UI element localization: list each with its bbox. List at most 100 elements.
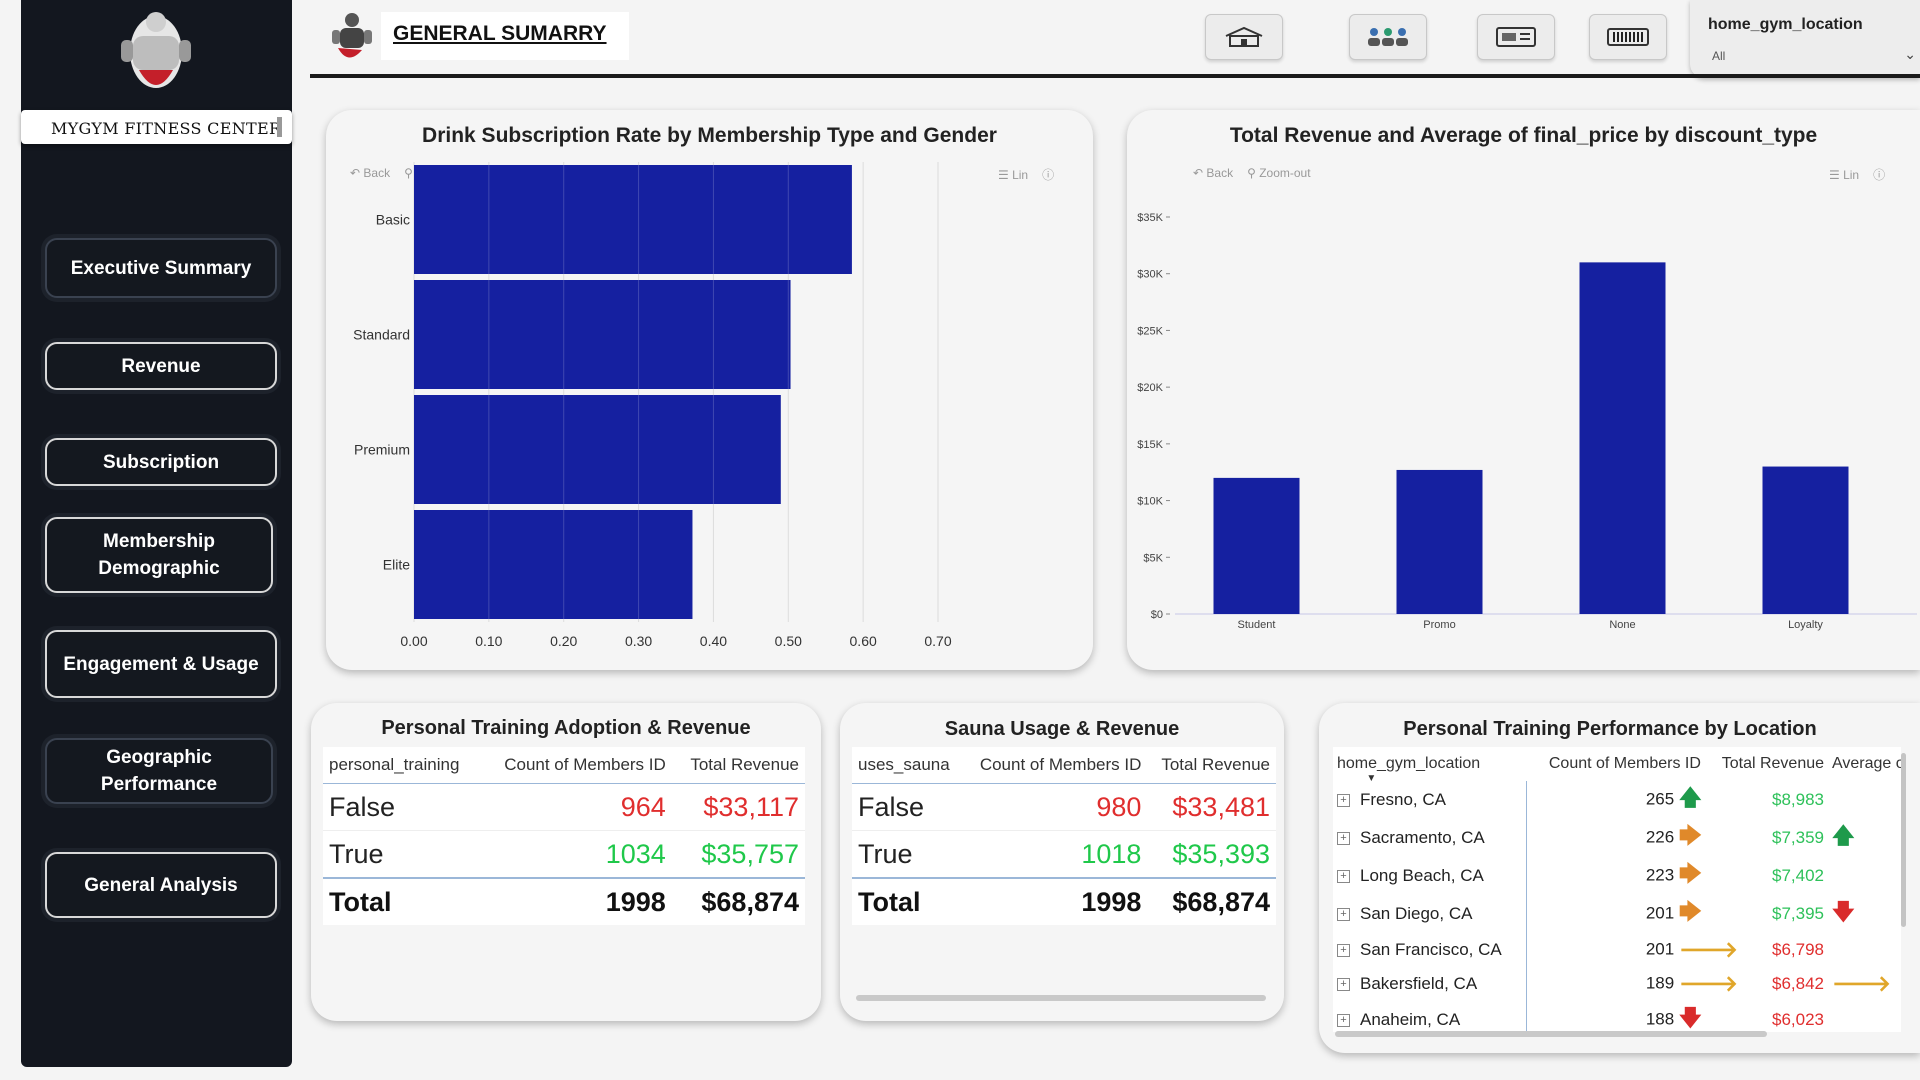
table-row[interactable]: + Sacramento, CA 226 🡆 $7,359 🡅 bbox=[1333, 819, 1901, 857]
bar-elite[interactable] bbox=[414, 510, 692, 619]
revenue-value: $33,481 bbox=[1147, 784, 1276, 831]
expand-icon[interactable]: + bbox=[1337, 1014, 1350, 1027]
table-row[interactable]: + Anaheim, CA 188 🡇 $6,023 🡍 bbox=[1333, 1001, 1901, 1032]
y-tick-label: $10K bbox=[1137, 496, 1163, 508]
location-cell: + Bakersfield, CA bbox=[1333, 967, 1526, 1001]
table-title: Personal Training Adoption & Revenue bbox=[311, 717, 821, 740]
revenue-value: $33,117 bbox=[672, 784, 805, 831]
member-count: 1018 bbox=[962, 831, 1147, 879]
member-count: 964 bbox=[480, 784, 672, 831]
trend-right-icon: 🡆 bbox=[1679, 857, 1701, 895]
nav-label: Membership Demographic bbox=[85, 528, 233, 582]
table-row: False 964 $33,117 bbox=[323, 784, 805, 831]
members-button[interactable] bbox=[1349, 14, 1427, 60]
chevron-down-icon[interactable]: ⌄ bbox=[1904, 46, 1916, 63]
location-name: San Diego, CA bbox=[1360, 904, 1472, 923]
col-header[interactable]: Count of Members ID bbox=[480, 747, 672, 784]
table-row[interactable]: + Bakersfield, CA 189 🡒 $6,842 🡒 bbox=[1333, 967, 1901, 1001]
header-divider bbox=[310, 74, 1920, 78]
table-row[interactable]: + Fresno, CA 265 🡅 $8,983 🡍 bbox=[1333, 781, 1901, 819]
bar-none[interactable] bbox=[1580, 262, 1666, 614]
drink-subscription-card: Drink Subscription Rate by Membership Ty… bbox=[326, 110, 1093, 670]
col-header[interactable]: uses_sauna bbox=[852, 747, 962, 784]
nav-general-analysis[interactable]: General Analysis bbox=[45, 852, 277, 918]
location-name: San Francisco, CA bbox=[1360, 940, 1502, 959]
vertical-scrollbar[interactable] bbox=[1901, 753, 1906, 927]
col-header[interactable]: Count of Members ID ▼ bbox=[1526, 747, 1705, 781]
slicer-value[interactable]: All bbox=[1712, 49, 1725, 63]
brand-box: MYGYM FITNESS CENTER bbox=[21, 110, 292, 144]
nav-revenue[interactable]: Revenue bbox=[45, 342, 277, 390]
expand-icon[interactable]: + bbox=[1337, 908, 1350, 921]
nav-geographic-performance[interactable]: Geographic Performance bbox=[45, 738, 273, 804]
avg-cell: 🡅 bbox=[1828, 819, 1901, 857]
col-header[interactable]: Total Revenue bbox=[1705, 747, 1828, 781]
trend-up-icon: 🡅 bbox=[1832, 819, 1854, 857]
trend-down-right-icon: 🡒 bbox=[1679, 971, 1701, 997]
people-icon bbox=[1364, 25, 1412, 49]
table-row[interactable]: + San Diego, CA 201 🡆 $7,395 🡇 bbox=[1333, 895, 1901, 933]
revenue-value: $35,757 bbox=[672, 831, 805, 879]
member-count: 201 bbox=[1646, 939, 1674, 958]
nav-label: Subscription bbox=[103, 449, 219, 476]
bar-premium[interactable] bbox=[414, 395, 781, 504]
location-cell: + Fresno, CA bbox=[1333, 781, 1526, 819]
x-tick-label: 0.10 bbox=[475, 633, 502, 649]
col-header[interactable]: personal_training bbox=[323, 747, 480, 784]
bar-promo[interactable] bbox=[1397, 470, 1483, 614]
table-row[interactable]: + San Francisco, CA 201 🡒 $6,798 🡍 bbox=[1333, 933, 1901, 967]
trend-up-right-icon: 🡍 bbox=[1832, 787, 1854, 813]
bar-loyalty[interactable] bbox=[1763, 467, 1849, 614]
x-tick-label: 0.20 bbox=[550, 633, 577, 649]
horizontal-scrollbar[interactable] bbox=[1335, 1031, 1767, 1037]
col-header[interactable]: Count of Members ID bbox=[962, 747, 1147, 784]
col-header[interactable]: home_gym_location bbox=[1333, 747, 1526, 781]
sauna-usage-card: Sauna Usage & Revenue uses_sauna Count o… bbox=[840, 703, 1284, 1021]
horizontal-scrollbar[interactable] bbox=[856, 995, 1266, 1001]
nav-membership-demographic[interactable]: Membership Demographic bbox=[45, 517, 273, 593]
avg-cell: 🡒 bbox=[1828, 967, 1901, 1001]
table-header: uses_sauna Count of Members ID Total Rev… bbox=[852, 747, 1276, 784]
expand-icon[interactable]: + bbox=[1337, 978, 1350, 991]
nav-subscription[interactable]: Subscription bbox=[45, 438, 277, 486]
bar-standard[interactable] bbox=[414, 280, 791, 389]
table-header: personal_training Count of Members ID To… bbox=[323, 747, 805, 784]
y-tick-label: $0 bbox=[1151, 609, 1163, 621]
nav-executive-summary[interactable]: Executive Summary bbox=[45, 238, 277, 298]
x-tick-label: 0.60 bbox=[850, 633, 877, 649]
col-header[interactable]: Total Revenue bbox=[672, 747, 805, 784]
bar-student[interactable] bbox=[1214, 478, 1300, 614]
card-icon bbox=[1494, 25, 1538, 49]
location-name: Bakersfield, CA bbox=[1360, 974, 1477, 993]
home-button[interactable] bbox=[1205, 14, 1283, 60]
nav-label: Executive Summary bbox=[71, 255, 252, 282]
col-header[interactable]: Total Revenue bbox=[1147, 747, 1276, 784]
sidebar: MYGYM FITNESS CENTER Executive Summary R… bbox=[21, 0, 292, 1067]
nav-engagement-usage[interactable]: Engagement & Usage bbox=[45, 630, 277, 698]
slicer-title: home_gym_location bbox=[1708, 16, 1863, 34]
card-button[interactable] bbox=[1477, 14, 1555, 60]
barcode-button[interactable] bbox=[1589, 14, 1667, 60]
table-title: Personal Training Performance by Locatio… bbox=[1319, 718, 1901, 741]
row-label: False bbox=[323, 784, 480, 831]
table-row[interactable]: + Long Beach, CA 223 🡆 $7,402 🡍 bbox=[1333, 857, 1901, 895]
location-slicer[interactable]: home_gym_location All ⌄ bbox=[1690, 0, 1920, 78]
expand-icon[interactable]: + bbox=[1337, 794, 1350, 807]
expand-icon[interactable]: + bbox=[1337, 944, 1350, 957]
avg-cell: 🡍 bbox=[1828, 933, 1901, 967]
bar-basic[interactable] bbox=[414, 165, 852, 274]
sort-desc-icon[interactable]: ▼ bbox=[1366, 773, 1376, 784]
avg-cell: 🡍 bbox=[1828, 781, 1901, 819]
col-header[interactable]: Average of bbox=[1828, 747, 1901, 781]
discount-revenue-chart: $0$5K$10K$15K$20K$25K$30K$35KStudent Prom… bbox=[1127, 110, 1920, 670]
barcode-icon bbox=[1606, 26, 1650, 48]
revenue-cell: $7,402 bbox=[1705, 857, 1828, 895]
expand-icon[interactable]: + bbox=[1337, 832, 1350, 845]
avg-cell: 🡍 bbox=[1828, 1001, 1901, 1032]
brand-name: MYGYM FITNESS CENTER bbox=[51, 119, 281, 138]
y-tick-label: $20K bbox=[1137, 382, 1163, 394]
location-cell: + Long Beach, CA bbox=[1333, 857, 1526, 895]
x-category-label: Loyalty bbox=[1788, 619, 1823, 631]
expand-icon[interactable]: + bbox=[1337, 870, 1350, 883]
total-row: Total 1998 $68,874 bbox=[852, 878, 1276, 925]
